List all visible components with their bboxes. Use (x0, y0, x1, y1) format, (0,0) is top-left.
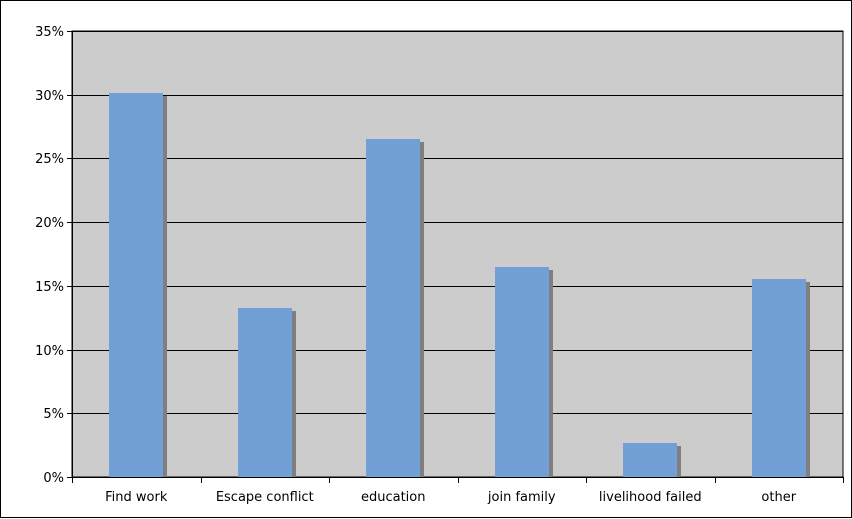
bar (752, 279, 806, 477)
x-tick-label: education (361, 490, 426, 505)
x-tick-label: Escape conflict (216, 490, 314, 505)
bar (623, 443, 677, 477)
y-tick-label: 25% (35, 152, 64, 167)
gridlines (72, 31, 843, 414)
x-tick-label: Find work (105, 490, 168, 505)
plot-area (71, 30, 844, 478)
y-tick-label: 20% (35, 216, 64, 231)
bars (109, 93, 810, 477)
bar (238, 308, 292, 477)
y-tick-label: 30% (35, 89, 64, 104)
y-tick-label: 10% (35, 344, 64, 359)
x-tick-label: other (761, 490, 796, 505)
y-tick-label: 0% (43, 471, 64, 486)
bar (109, 93, 163, 477)
y-tick-label: 5% (43, 407, 64, 422)
y-tick-label: 35% (35, 25, 64, 40)
x-tick-label: join family (487, 490, 556, 505)
bar (366, 139, 420, 477)
y-tick-labels: 0% 5% 10% 15% 20% 25% 30% 35% (35, 25, 64, 486)
bar (495, 267, 549, 477)
y-tick-label: 15% (35, 280, 64, 295)
axes (67, 31, 844, 483)
x-tick-labels: Find work Escape conflict education join fa… (105, 490, 797, 505)
x-tick-label: livelihood failed (599, 490, 702, 505)
